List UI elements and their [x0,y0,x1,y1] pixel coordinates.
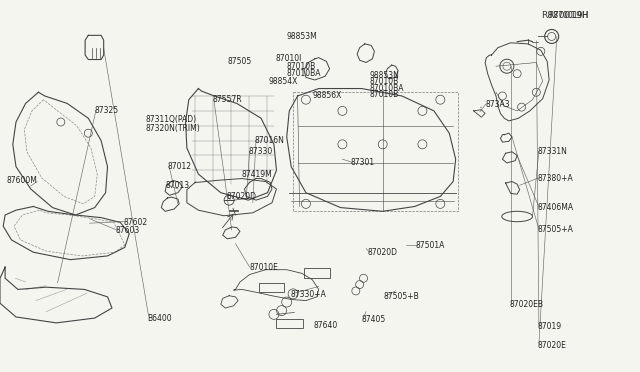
Text: 98853M: 98853M [287,32,317,41]
Text: B6400: B6400 [147,314,172,323]
Text: R870019H: R870019H [541,11,589,20]
Text: 87020D: 87020D [227,192,257,201]
Text: 87010B: 87010B [370,90,399,99]
Text: 87330: 87330 [248,147,273,156]
Text: 87020E: 87020E [538,341,566,350]
Text: 87013: 87013 [165,181,189,190]
Text: 87505+B: 87505+B [384,292,420,301]
Text: 87602: 87602 [124,218,148,227]
Text: 87380+A: 87380+A [538,174,573,183]
Text: 87010B: 87010B [370,77,399,86]
Text: 98853N: 98853N [370,71,400,80]
Text: 873A3: 873A3 [485,100,509,109]
Text: 87505: 87505 [227,57,252,66]
Text: R870019H: R870019H [548,11,589,20]
Text: 98856X: 98856X [312,92,342,100]
Text: 87301: 87301 [351,158,375,167]
Text: 87331N: 87331N [538,147,568,156]
Text: 87010B: 87010B [287,62,316,71]
Text: 87020D: 87020D [368,248,398,257]
Text: 87405: 87405 [362,315,386,324]
Text: 87330+A: 87330+A [291,290,326,299]
Text: 87010I: 87010I [275,54,301,63]
Text: 87557R: 87557R [212,95,242,104]
Text: 87501A: 87501A [416,241,445,250]
Text: 87325: 87325 [95,106,119,115]
Text: 98854X: 98854X [269,77,298,86]
Text: 87419M: 87419M [242,170,273,179]
Text: 87603: 87603 [115,226,140,235]
Text: 87010BA: 87010BA [287,69,321,78]
Text: 87016N: 87016N [255,136,285,145]
Text: 87640: 87640 [314,321,338,330]
Text: 87019: 87019 [538,322,562,331]
Text: 87600M: 87600M [6,176,37,185]
Text: 87311Q(PAD): 87311Q(PAD) [146,115,197,124]
Text: 87406MA: 87406MA [538,203,573,212]
Text: 87010E: 87010E [250,263,278,272]
Text: 87012: 87012 [168,162,192,171]
Text: 87320N(TRIM): 87320N(TRIM) [146,124,201,133]
Text: 87010BA: 87010BA [370,84,404,93]
Text: 87505+A: 87505+A [538,225,573,234]
Text: 87020EB: 87020EB [509,300,543,309]
